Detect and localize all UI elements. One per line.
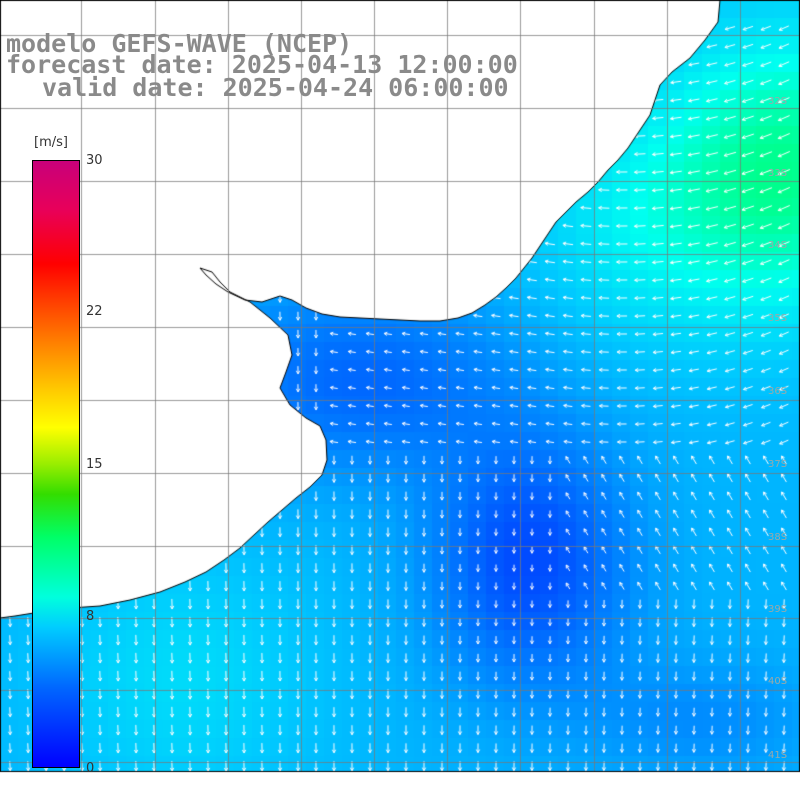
title-forecast-date: forecast date: 2025-04-13 12:00:00 — [6, 50, 518, 79]
lat-label-38s: 38S — [768, 532, 788, 543]
lat-label-40s: 40S — [768, 676, 788, 687]
lat-label-33s: 33S — [768, 168, 788, 179]
colorbar-tick-30: 30 — [86, 153, 103, 168]
lat-label-34s: 34S — [768, 240, 788, 251]
lat-label-41s: 41S — [768, 750, 788, 761]
colorbar-tick-0: 0 — [86, 761, 95, 776]
lat-label-39s: 39S — [768, 604, 788, 615]
title-valid-date: valid date: 2025-04-24 06:00:00 — [42, 73, 509, 102]
title-model: modelo GEFS-WAVE (NCEP) — [6, 29, 353, 58]
colorbar-tick-22: 22 — [86, 304, 103, 319]
lat-label-37s: 37S — [768, 459, 788, 470]
colorbar — [32, 160, 80, 768]
lat-label-32s: 32S — [768, 96, 788, 107]
colorbar-tick-15: 15 — [86, 457, 103, 472]
colorbar-unit: [m/s] — [34, 135, 68, 150]
lat-label-36s: 36S — [768, 386, 788, 397]
lat-label-35s: 35S — [768, 313, 788, 324]
colorbar-tick-8: 8 — [86, 609, 95, 624]
